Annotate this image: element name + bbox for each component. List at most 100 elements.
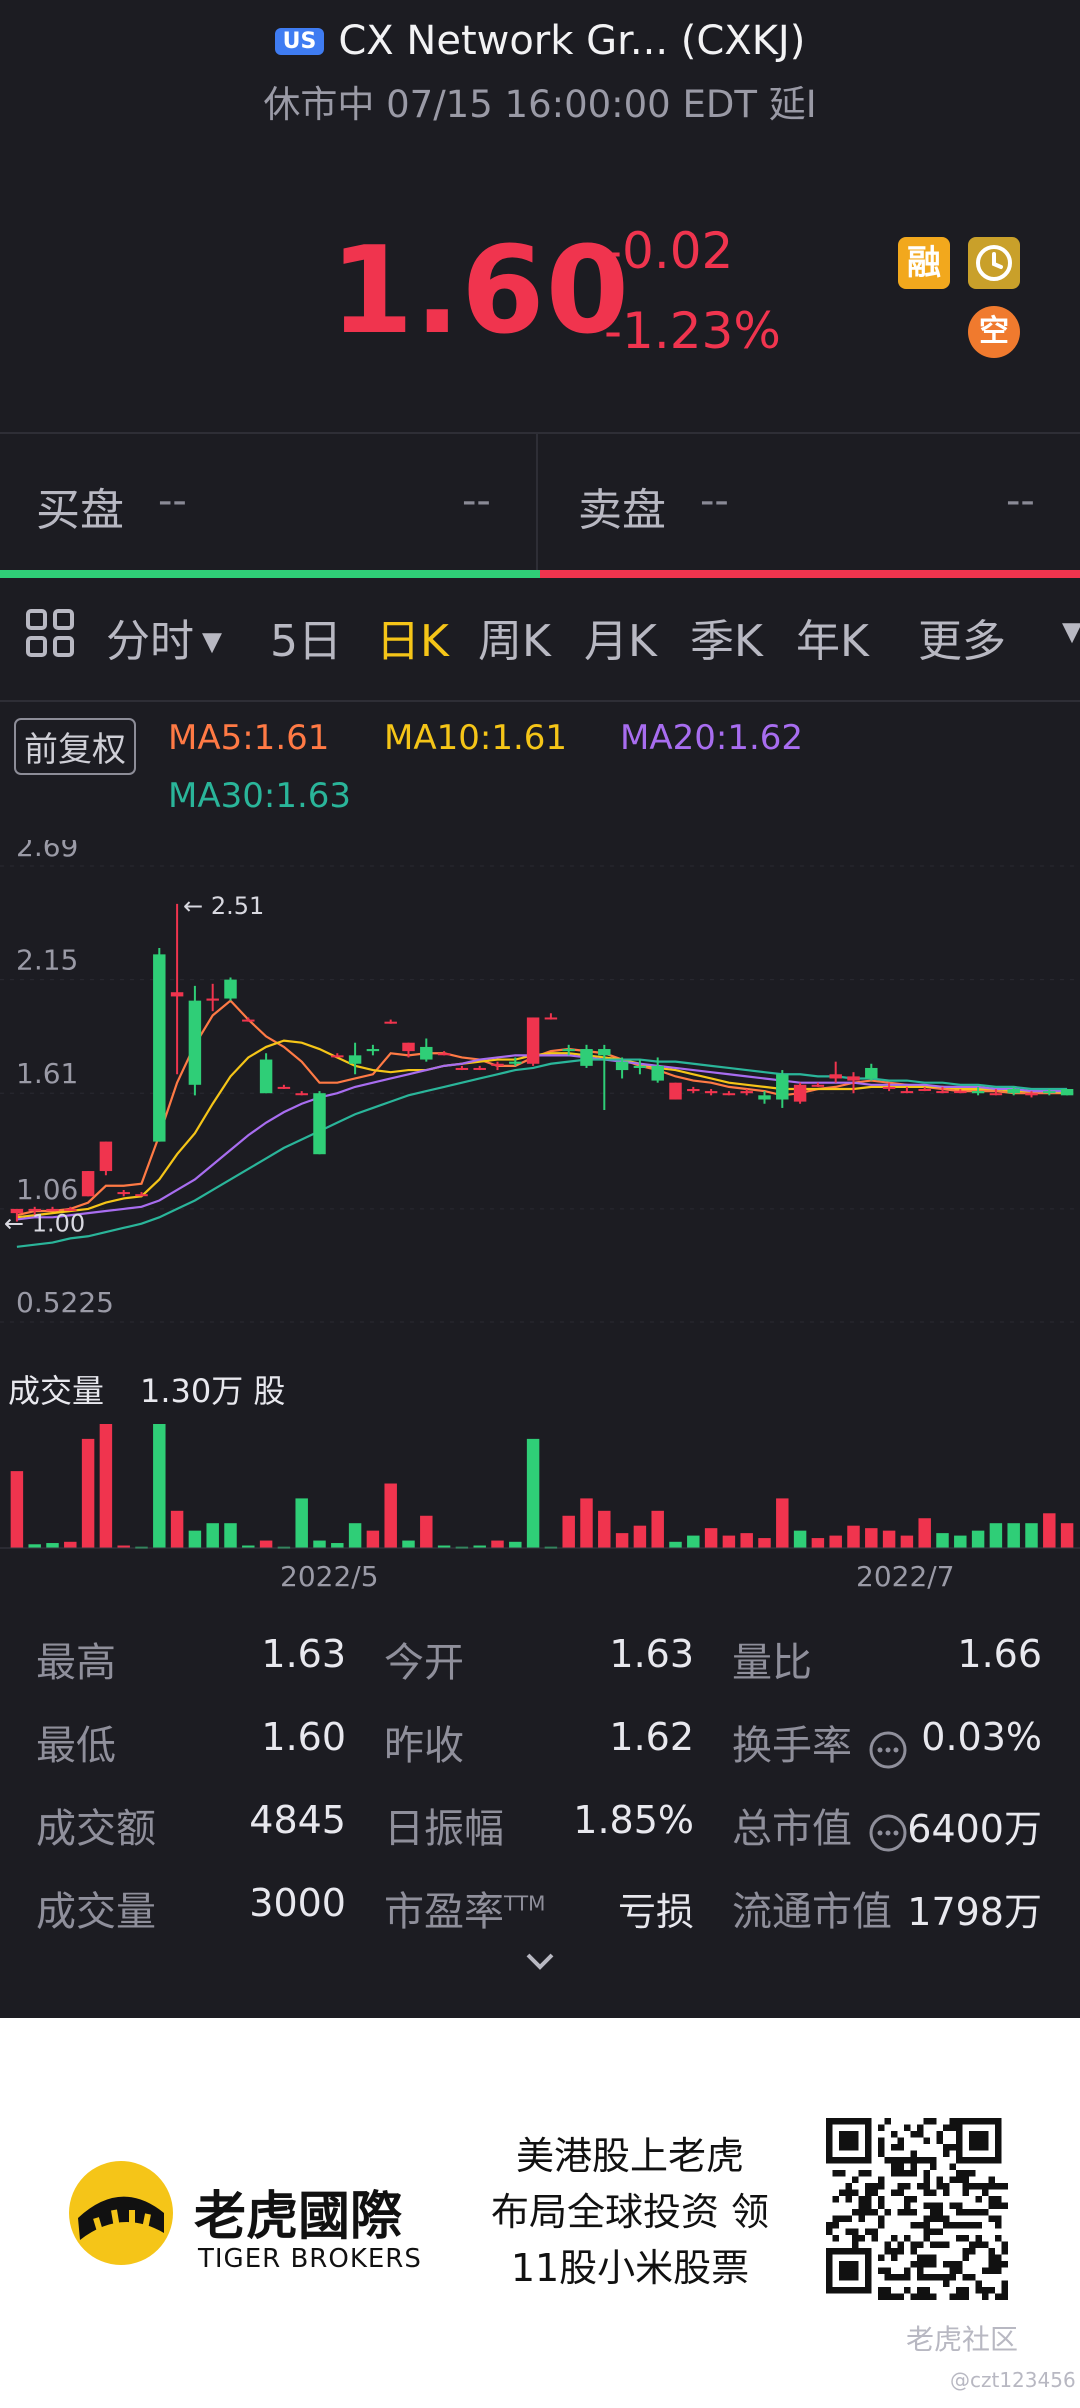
qr-module [897,2293,904,2300]
stat-value: 1.66 [957,1632,1042,1676]
qr-module [936,2274,943,2281]
qr-module [969,2248,976,2255]
qr-module [962,2274,969,2281]
margin-tag[interactable]: 融 [898,237,950,289]
promo-banner[interactable]: 老虎國際 TIGER BROKERS 美港股上老虎 布局全球投资 领 11股小米… [0,2018,1080,2408]
qr-module [845,2228,852,2235]
qr-module [917,2267,924,2274]
qr-module [878,2176,885,2183]
volume-bar [758,1538,771,1548]
tab-yearly-k[interactable]: 年K [796,616,869,667]
qr-module [878,2202,885,2209]
stat-value: 亏损 [617,1890,694,1934]
qr-module [923,2183,930,2190]
stat-value: 1.63 [609,1632,694,1676]
qr-module [923,2254,930,2261]
volume-bar [936,1533,949,1548]
qr-module [982,2287,989,2294]
qr-module [995,2222,1002,2229]
stat-label: 市盈率TTM [384,1889,546,1935]
tab-quarterly-k[interactable]: 季K [690,616,763,667]
stat-label: 日振幅 [384,1806,504,1852]
qr-module [878,2150,885,2157]
qr-module [923,2118,930,2125]
candle-body [954,1091,967,1094]
qr-module [858,2170,865,2177]
qr-module [930,2118,937,2125]
ask-bar [540,570,1080,578]
qr-module [943,2222,950,2229]
qr-module [956,2235,963,2242]
qr-module [949,2176,956,2183]
volume-bar [10,1471,24,1548]
qr-module [865,2170,872,2177]
slogan: 美港股上老虎 布局全球投资 领 11股小米股票 [490,2134,770,2290]
tab-daily-k[interactable]: 日K [376,616,449,667]
volume-bar [259,1540,273,1548]
qr-finder [839,2131,859,2151]
info-icon[interactable] [868,1730,908,1774]
candle-body [402,1042,415,1052]
qr-module [839,2215,846,2222]
expand-chevron-icon[interactable] [525,1950,555,1974]
qr-module [995,2215,1002,2222]
tab-more[interactable]: 更多 [918,616,1006,667]
y-tick-label: 2.15 [16,944,78,977]
qr-module [852,2209,859,2216]
kline-chart[interactable]: 2.69 2.15 1.61 1.06 0.5225 ← 2.51 ← 1.00 [0,840,1080,1350]
tab-weekly-k[interactable]: 周K [478,616,551,667]
qr-module [910,2222,917,2229]
market-badge: US [274,28,325,55]
chevron-down-icon[interactable]: ▼ [1062,617,1080,647]
qr-module [956,2176,963,2183]
candle-body [687,1089,700,1092]
qr-module [923,2287,930,2294]
qr-module [910,2241,917,2248]
qr-module [871,2235,878,2242]
qr-module [891,2170,898,2177]
qr-module [897,2157,904,2164]
qr-module [917,2183,924,2190]
candle-body [313,1093,326,1155]
tab-intraday[interactable]: 分时 ▼ [106,616,222,667]
qr-module [884,2248,891,2255]
stat-value: 1.62 [609,1715,694,1759]
watermark-user: @czt123456 [950,2368,1076,2392]
candle-body [936,1091,949,1094]
qr-module [878,2137,885,2144]
qr-module [858,2196,865,2203]
info-icon[interactable] [868,1813,908,1857]
history-icon[interactable] [968,237,1020,289]
candle-body [758,1095,771,1100]
qr-module [917,2241,924,2248]
volume-bar [509,1541,522,1548]
brand-en: TIGER BROKERS [198,2244,422,2274]
qr-module [1001,2202,1008,2209]
qr-module [956,2293,963,2300]
short-tag[interactable]: 空 [968,306,1020,358]
qr-module [917,2293,924,2300]
volume-max: 1.30万 股 [140,1372,286,1410]
tab-monthly-k[interactable]: 月K [584,616,657,667]
candle-body [882,1086,896,1089]
qr-module [962,2176,969,2183]
qr-module [930,2293,937,2300]
tab-5day[interactable]: 5日 [270,616,342,667]
grid-icon[interactable] [24,607,76,670]
qr-module [969,2209,976,2216]
qr-finder [839,2261,859,2281]
qr-module [878,2267,885,2274]
qr-module [956,2287,963,2294]
adjust-button[interactable]: 前复权 [14,718,136,775]
qr-module [943,2124,950,2131]
qr-module [930,2254,937,2261]
high-marker: ← 2.51 [183,892,264,920]
qr-module [936,2202,943,2209]
qr-module [1001,2280,1008,2287]
candle-body [669,1082,682,1100]
qr-module [988,2215,995,2222]
qr-module [897,2144,904,2151]
market-status: 休市中 07/15 16:00:00 EDT 延I [263,83,817,126]
stock-title: US CX Network Gr... (CXKJ) [0,18,1080,64]
y-tick-label: 2.69 [16,840,78,863]
